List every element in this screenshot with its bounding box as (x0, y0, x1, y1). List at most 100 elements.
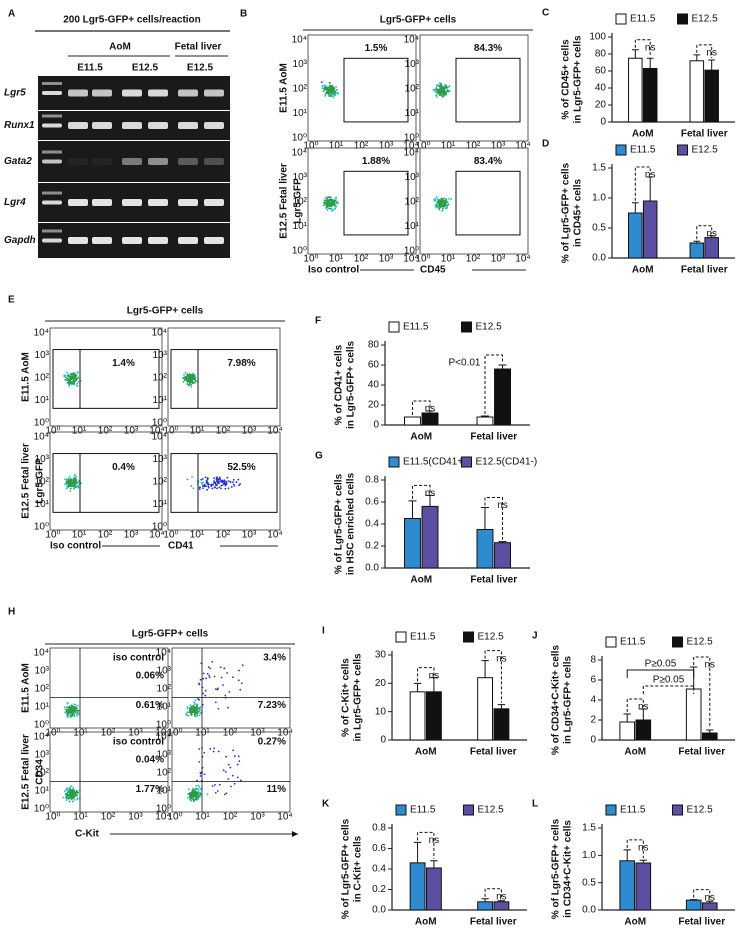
gate (343, 57, 409, 123)
event-dot (217, 750, 220, 753)
event-dot (324, 197, 327, 199)
event-dot (192, 800, 195, 802)
annotation: P<0.01 (449, 358, 481, 369)
event-dot (322, 204, 325, 207)
event-dot (197, 797, 200, 800)
event-dot (333, 88, 336, 90)
axis-tick: 10³ (157, 750, 172, 761)
event-dot (206, 793, 209, 796)
bar (701, 732, 718, 741)
event-dot (193, 789, 196, 792)
event-dot (65, 794, 68, 797)
axis-tick: 10⁰ (34, 804, 49, 815)
event-dot (191, 795, 194, 798)
gel-band (42, 91, 62, 95)
event-dot (67, 375, 70, 378)
event-dot (195, 715, 198, 718)
event-dot (188, 792, 191, 795)
event-dot (332, 90, 335, 93)
bar (689, 242, 705, 259)
quadrant-percent: 11% (267, 784, 287, 795)
event-dot (230, 486, 233, 488)
axis-tick: 10⁰ (292, 246, 307, 257)
event-dot (192, 790, 195, 793)
event-dot (450, 198, 453, 201)
event-dot (444, 199, 447, 202)
error-bar (497, 704, 506, 709)
event-dot (193, 701, 195, 704)
event-dot (198, 748, 201, 750)
event-dot (321, 85, 324, 88)
event-dot (76, 798, 79, 801)
gel-band (178, 158, 198, 165)
axis-tick: 10⁴ (34, 648, 49, 659)
bar (628, 57, 643, 123)
event-dot (187, 711, 189, 714)
event-dot (335, 89, 338, 91)
event-dot (67, 479, 69, 482)
event-dot (207, 485, 210, 488)
axis-tick: 10³ (124, 530, 139, 541)
event-dot (70, 375, 72, 378)
x-tick-label: AoM (632, 265, 654, 276)
event-dot (63, 706, 66, 709)
event-dot (187, 384, 190, 387)
event-dot (444, 207, 447, 210)
event-dot (74, 375, 77, 378)
y-axis-label: % of Lgr5-GFP+ cells (341, 818, 352, 919)
event-dot (201, 484, 204, 487)
plot-frame (49, 431, 163, 531)
event-dot (330, 93, 333, 96)
event-dot (193, 709, 196, 712)
axis-tick: 10⁴ (34, 432, 49, 443)
event-dot (73, 703, 76, 706)
event-dot (227, 487, 230, 490)
event-dot (322, 90, 325, 93)
event-dot (64, 376, 67, 379)
event-dot (186, 707, 189, 710)
event-dot (221, 480, 223, 483)
axis-tick: 10¹ (329, 254, 344, 265)
axis-tick: 10⁰ (45, 530, 60, 541)
event-dot (215, 483, 217, 486)
event-dot (190, 383, 193, 386)
annotation: ns (706, 228, 717, 239)
axis-tick: 10² (293, 197, 308, 208)
event-dot (333, 199, 336, 202)
axis-tick: 10¹ (293, 108, 308, 119)
gel-band (204, 237, 224, 244)
quadrant-percent: 3.4% (263, 653, 286, 664)
event-dot (73, 715, 76, 718)
axis-tick: 10² (157, 684, 172, 695)
event-dot (72, 380, 74, 383)
event-dot (439, 88, 442, 91)
axis-tick: 10⁰ (292, 133, 307, 144)
axis-tick: 10² (466, 141, 481, 152)
sig-bracket (411, 484, 431, 499)
axis-tick: 10³ (35, 666, 50, 677)
event-dot (203, 773, 206, 776)
event-dot (213, 747, 216, 750)
event-dot (69, 482, 72, 485)
axis-tick: 10² (98, 426, 113, 437)
event-dot (71, 483, 74, 486)
sig-bracket (626, 839, 644, 859)
event-dot (72, 711, 75, 714)
event-dot (232, 483, 235, 486)
event-dot (238, 484, 240, 487)
sig-bracket (417, 831, 435, 859)
axis-tick: 10² (35, 684, 50, 695)
axis-tick: 10⁴ (515, 254, 530, 265)
y-axis-label: in Lgr5-GFP+ cells (353, 653, 364, 742)
event-dot (70, 706, 73, 709)
axis-tick: 10⁴ (152, 432, 167, 443)
axis-tick: 10¹ (190, 530, 205, 541)
event-dot (186, 705, 189, 708)
gel-band (42, 159, 62, 164)
y-axis-label: in CD45+ cells (573, 179, 584, 248)
event-dot (194, 795, 197, 797)
event-dot (323, 203, 326, 206)
axis-tick: 10⁰ (303, 141, 318, 152)
event-dot (323, 201, 326, 204)
event-dot (198, 488, 201, 491)
